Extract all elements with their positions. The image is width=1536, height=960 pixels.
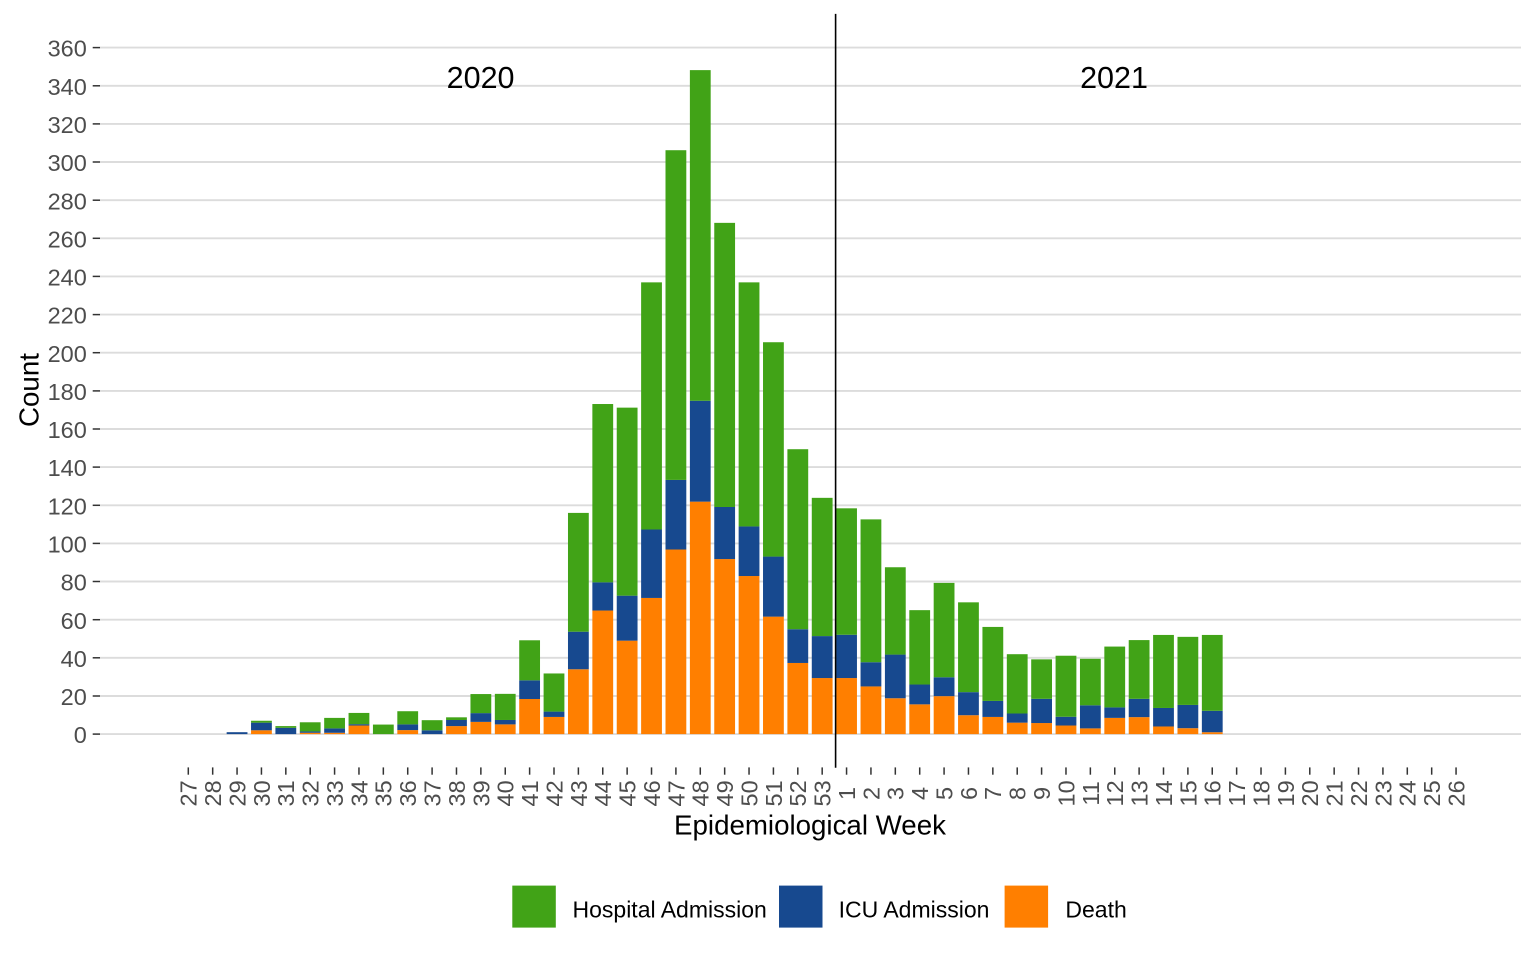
svg-text:5: 5 [931,787,957,800]
svg-text:41: 41 [517,780,543,806]
svg-text:ICU Admission: ICU Admission [839,896,990,922]
svg-text:52: 52 [785,780,811,806]
svg-text:300: 300 [48,150,87,176]
svg-text:26: 26 [1443,780,1469,806]
svg-text:60: 60 [61,608,87,634]
svg-text:18: 18 [1248,780,1274,806]
svg-text:340: 340 [48,74,87,100]
svg-text:260: 260 [48,226,87,252]
svg-text:17: 17 [1224,780,1250,806]
svg-text:360: 360 [48,36,87,62]
svg-text:220: 220 [48,303,87,329]
svg-text:25: 25 [1419,780,1445,806]
svg-text:38: 38 [444,780,470,806]
svg-text:2: 2 [858,787,884,800]
svg-text:14: 14 [1151,780,1177,806]
svg-text:15: 15 [1175,780,1201,806]
svg-text:20: 20 [61,684,87,710]
svg-text:4: 4 [907,787,933,800]
svg-text:37: 37 [420,780,446,806]
svg-text:22: 22 [1346,780,1372,806]
svg-text:1: 1 [834,787,860,800]
svg-text:20: 20 [1297,780,1323,806]
svg-text:40: 40 [61,646,87,672]
svg-text:35: 35 [371,780,397,806]
svg-text:36: 36 [395,780,421,806]
svg-text:10: 10 [1053,780,1079,806]
svg-text:21: 21 [1322,780,1348,806]
svg-text:180: 180 [48,379,87,405]
svg-text:120: 120 [48,493,87,519]
svg-text:45: 45 [615,780,641,806]
svg-text:32: 32 [298,780,324,806]
svg-text:200: 200 [48,341,87,367]
svg-text:240: 240 [48,265,87,291]
svg-text:31: 31 [273,780,299,806]
svg-text:6: 6 [956,787,982,800]
svg-text:2021: 2021 [1080,61,1148,95]
svg-text:51: 51 [761,780,787,806]
svg-text:3: 3 [883,787,909,800]
svg-text:24: 24 [1395,780,1421,806]
svg-text:140: 140 [48,455,87,481]
svg-text:43: 43 [566,780,592,806]
svg-text:Hospital Admission: Hospital Admission [573,896,767,922]
svg-text:100: 100 [48,532,87,558]
svg-text:0: 0 [74,722,87,748]
svg-text:29: 29 [224,780,250,806]
svg-text:Epidemiological Week: Epidemiological Week [674,809,946,840]
svg-text:34: 34 [346,780,372,806]
svg-text:23: 23 [1370,780,1396,806]
svg-text:Death: Death [1065,896,1126,922]
svg-text:7: 7 [980,787,1006,800]
svg-text:33: 33 [322,780,348,806]
svg-text:320: 320 [48,112,87,138]
svg-text:40: 40 [493,780,519,806]
svg-text:12: 12 [1102,780,1128,806]
svg-text:80: 80 [61,570,87,596]
svg-text:13: 13 [1127,780,1153,806]
svg-text:48: 48 [688,780,714,806]
svg-text:9: 9 [1029,787,1055,800]
svg-text:11: 11 [1078,781,1104,805]
svg-text:28: 28 [200,780,226,806]
svg-text:39: 39 [468,780,494,806]
svg-text:53: 53 [810,780,836,806]
svg-text:50: 50 [736,780,762,806]
svg-text:8: 8 [1005,787,1031,800]
svg-text:44: 44 [590,780,616,806]
svg-text:42: 42 [541,780,567,806]
svg-text:30: 30 [249,780,275,806]
svg-text:47: 47 [663,780,689,806]
svg-text:49: 49 [712,780,738,806]
svg-text:160: 160 [48,417,87,443]
svg-text:2020: 2020 [447,61,515,95]
svg-text:16: 16 [1200,780,1226,806]
svg-text:Count: Count [14,353,45,427]
svg-text:27: 27 [176,780,202,806]
svg-text:46: 46 [639,780,665,806]
svg-text:280: 280 [48,188,87,214]
svg-text:19: 19 [1273,780,1299,806]
